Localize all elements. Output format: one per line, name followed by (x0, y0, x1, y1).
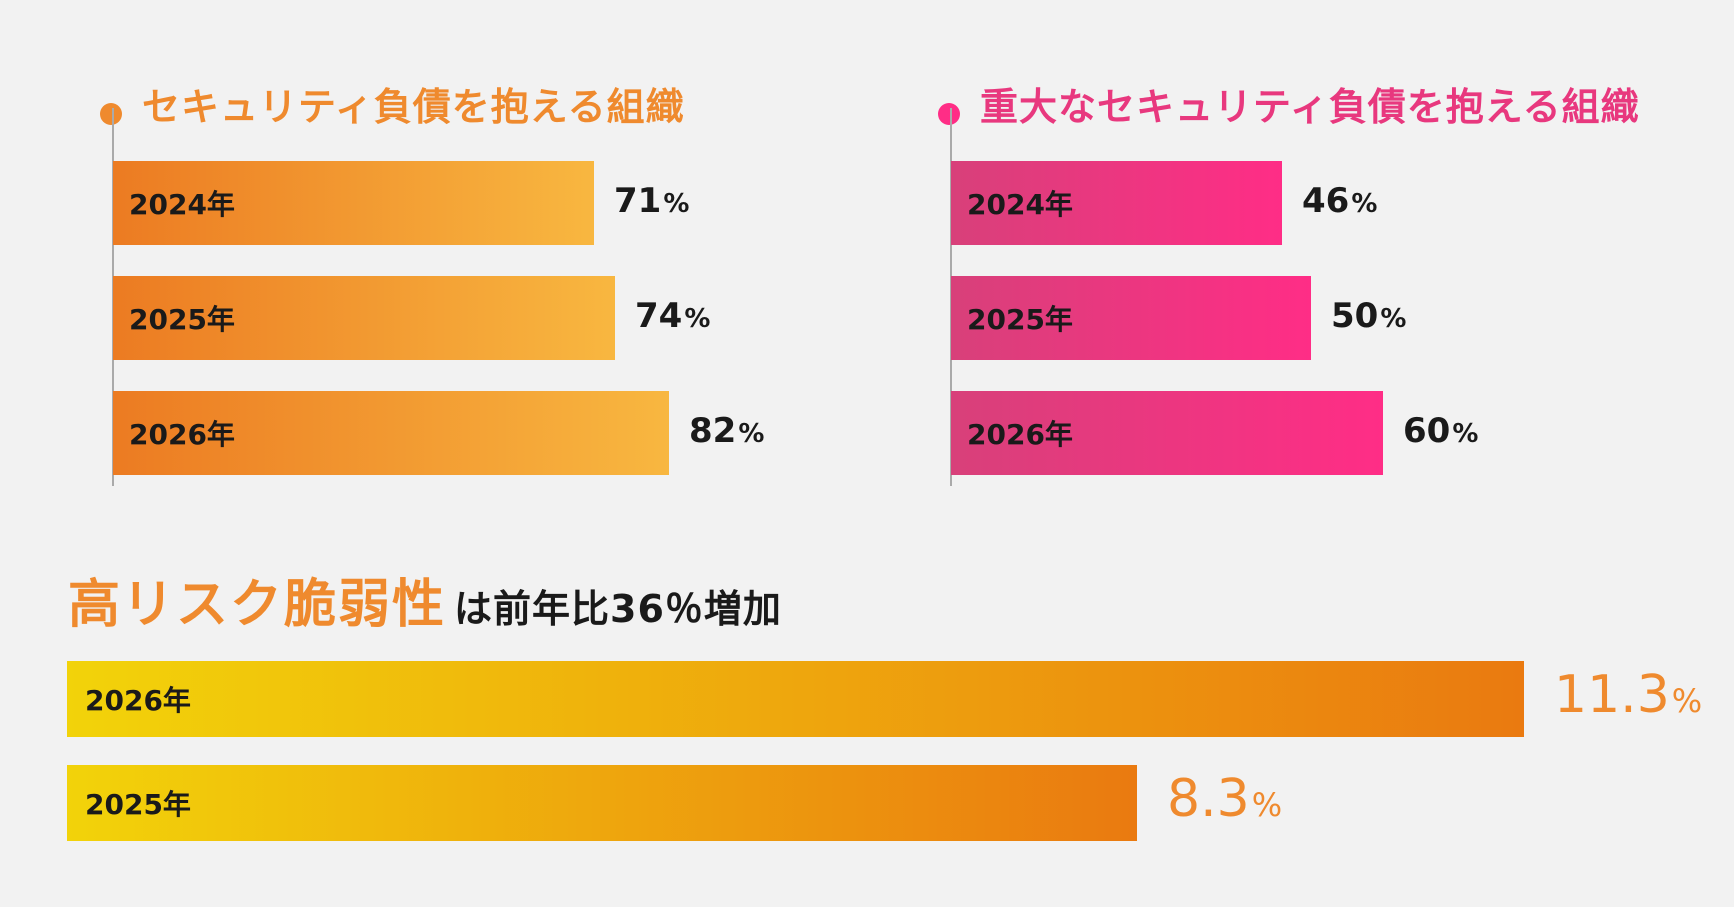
chart3-headline: 高リスク脆弱性 は前年比36％増加 (68, 562, 782, 637)
chart2-title-row: 重大なセキュリティ負債を抱える組織 (938, 76, 1640, 131)
chart1-bar-3: 2026年 (113, 391, 669, 475)
chart3-bar-1: 2026年 (67, 661, 1524, 737)
chart3-bar-2: 2025年 (67, 765, 1137, 841)
chart2-bar-1: 2024年 (951, 161, 1282, 245)
chart2-value-label-2: 50% (1331, 296, 1407, 336)
chart1-title: セキュリティ負債を抱える組織 (142, 85, 685, 129)
chart2-bar-label-3: 2026年 (967, 418, 1073, 451)
chart3-subtitle: は前年比36％増加 (454, 587, 782, 631)
chart2-bar-2: 2025年 (951, 276, 1311, 360)
chart1-value-label-3: 82% (689, 411, 765, 451)
chart1-bar-2: 2025年 (113, 276, 615, 360)
chart2-bar-label-1: 2024年 (967, 188, 1073, 221)
chart1-bar-1: 2024年 (113, 161, 594, 245)
chart3-bar-label-2: 2025年 (85, 788, 191, 821)
chart1-bar-label-2: 2025年 (129, 303, 235, 336)
chart1-value-label-1: 71% (614, 181, 690, 221)
chart1-title-row: セキュリティ負債を抱える組織 (100, 76, 685, 131)
chart1-bar-label-1: 2024年 (129, 188, 235, 221)
chart2-title: 重大なセキュリティ負債を抱える組織 (980, 85, 1640, 129)
chart3-value-label-1: 11.3% (1554, 665, 1703, 725)
chart3-value-label-2: 8.3% (1167, 769, 1283, 829)
chart1-bullet-dot (100, 102, 122, 125)
chart2-value-label-3: 60% (1403, 411, 1479, 451)
chart1-value-label-2: 74% (635, 296, 711, 336)
chart2-bar-label-2: 2025年 (967, 303, 1073, 336)
chart2-bullet-dot (938, 102, 960, 125)
chart3-title: 高リスク脆弱性 (68, 575, 447, 635)
chart1-bar-label-3: 2026年 (129, 418, 235, 451)
chart3-bar-label-1: 2026年 (85, 684, 191, 717)
chart2-value-label-1: 46% (1302, 181, 1378, 221)
chart2-bar-3: 2026年 (951, 391, 1383, 475)
